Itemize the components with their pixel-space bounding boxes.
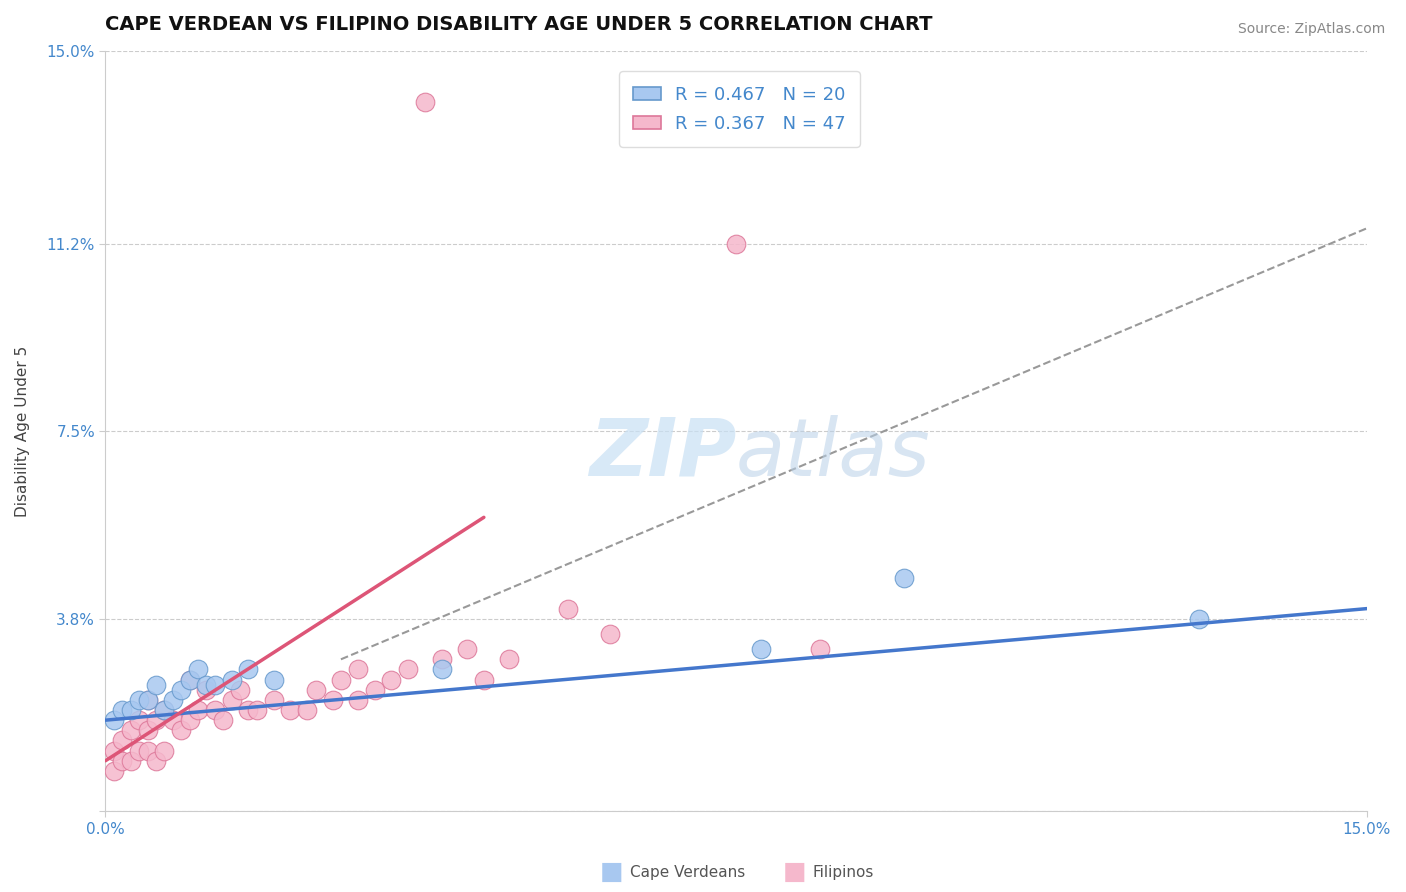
Point bbox=[305, 682, 328, 697]
Point bbox=[396, 663, 419, 677]
Point bbox=[430, 652, 453, 666]
Legend: R = 0.467   N = 20, R = 0.367   N = 47: R = 0.467 N = 20, R = 0.367 N = 47 bbox=[619, 71, 860, 147]
Point bbox=[238, 663, 260, 677]
Point bbox=[195, 678, 218, 692]
Point bbox=[263, 673, 285, 687]
Point bbox=[456, 642, 478, 657]
Point bbox=[128, 693, 150, 707]
Point bbox=[187, 703, 209, 717]
Text: atlas: atlas bbox=[737, 415, 931, 493]
Point bbox=[329, 673, 352, 687]
Point bbox=[229, 682, 252, 697]
Text: Source: ZipAtlas.com: Source: ZipAtlas.com bbox=[1237, 22, 1385, 37]
Point bbox=[170, 723, 193, 738]
Point bbox=[893, 571, 915, 585]
Text: CAPE VERDEAN VS FILIPINO DISABILITY AGE UNDER 5 CORRELATION CHART: CAPE VERDEAN VS FILIPINO DISABILITY AGE … bbox=[105, 15, 934, 34]
Point bbox=[145, 678, 167, 692]
Point bbox=[221, 693, 243, 707]
Point bbox=[195, 682, 218, 697]
Point bbox=[162, 713, 184, 727]
Point bbox=[321, 693, 343, 707]
Point bbox=[346, 663, 368, 677]
Text: ■: ■ bbox=[783, 861, 806, 884]
Text: ZIP: ZIP bbox=[589, 415, 737, 493]
Point bbox=[751, 642, 773, 657]
Point bbox=[346, 693, 368, 707]
Point bbox=[103, 764, 125, 778]
Point bbox=[103, 713, 125, 727]
Point bbox=[179, 673, 201, 687]
Point bbox=[128, 743, 150, 757]
Point bbox=[380, 673, 402, 687]
Point bbox=[153, 703, 176, 717]
Point bbox=[103, 743, 125, 757]
Point bbox=[297, 703, 319, 717]
Point bbox=[1188, 612, 1211, 626]
Point bbox=[280, 703, 302, 717]
Point bbox=[111, 754, 134, 768]
Point bbox=[136, 693, 159, 707]
Point bbox=[263, 693, 285, 707]
Point bbox=[153, 703, 176, 717]
Point bbox=[136, 743, 159, 757]
Point bbox=[120, 723, 142, 738]
Point bbox=[238, 703, 260, 717]
Point bbox=[145, 754, 167, 768]
Point bbox=[120, 703, 142, 717]
Point bbox=[153, 743, 176, 757]
Point bbox=[498, 652, 520, 666]
Y-axis label: Disability Age Under 5: Disability Age Under 5 bbox=[15, 345, 30, 516]
Point bbox=[136, 723, 159, 738]
Point bbox=[430, 663, 453, 677]
Point bbox=[179, 673, 201, 687]
Text: ■: ■ bbox=[600, 861, 623, 884]
Point bbox=[136, 693, 159, 707]
Point bbox=[187, 663, 209, 677]
Point bbox=[128, 713, 150, 727]
Point bbox=[808, 642, 831, 657]
Point bbox=[246, 703, 269, 717]
Point bbox=[363, 682, 385, 697]
Point bbox=[111, 703, 134, 717]
Point bbox=[221, 673, 243, 687]
Point bbox=[472, 673, 495, 687]
Point bbox=[725, 236, 748, 251]
Point bbox=[204, 703, 226, 717]
Point bbox=[162, 693, 184, 707]
Point bbox=[111, 733, 134, 747]
Point bbox=[599, 627, 621, 641]
Point bbox=[170, 682, 193, 697]
Text: Cape Verdeans: Cape Verdeans bbox=[630, 865, 745, 880]
Point bbox=[413, 95, 436, 109]
Text: Filipinos: Filipinos bbox=[813, 865, 875, 880]
Point bbox=[120, 754, 142, 768]
Point bbox=[212, 713, 235, 727]
Point bbox=[204, 678, 226, 692]
Point bbox=[179, 713, 201, 727]
Point bbox=[557, 601, 579, 615]
Point bbox=[145, 713, 167, 727]
